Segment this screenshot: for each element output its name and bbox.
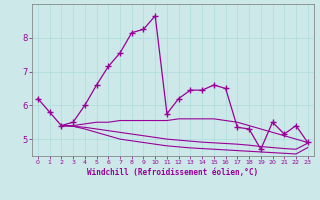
X-axis label: Windchill (Refroidissement éolien,°C): Windchill (Refroidissement éolien,°C) (87, 168, 258, 177)
